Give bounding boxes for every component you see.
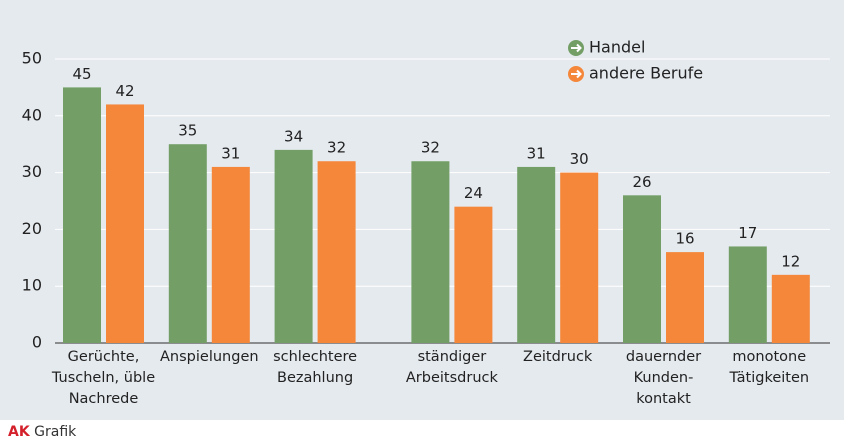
bar	[517, 166, 556, 343]
value-label: 32	[327, 139, 346, 157]
brand: AK	[8, 424, 30, 440]
y-tick-label: 20	[22, 219, 42, 238]
y-tick-label: 10	[22, 276, 42, 295]
bar	[63, 87, 101, 344]
legend-label: andere Berufe	[589, 64, 703, 83]
x-tick-label: Gerüchte, Tuscheln, üble Nachrede	[51, 349, 156, 407]
footer: AK Grafik	[8, 424, 76, 440]
footer-label: Grafik	[34, 424, 77, 440]
x-tick-label: Zeitdruck	[523, 349, 593, 365]
x-tick-label: Anspielungen	[160, 349, 259, 365]
bar	[168, 144, 207, 343]
bar	[454, 206, 493, 343]
value-label: 34	[284, 127, 303, 145]
value-label: 31	[527, 144, 546, 162]
value-label: 24	[464, 184, 483, 202]
value-label: 35	[178, 122, 197, 140]
bar	[728, 246, 767, 343]
legend-arrow	[571, 43, 582, 53]
y-tick-label: 50	[22, 49, 42, 68]
value-label: 17	[738, 224, 757, 242]
legend-arrow	[571, 69, 582, 79]
bar	[771, 274, 810, 343]
value-label: 16	[675, 230, 694, 248]
bar	[211, 166, 250, 343]
legend-label: Handel	[589, 38, 645, 57]
bar	[106, 104, 144, 343]
bar	[560, 172, 599, 343]
value-label: 31	[221, 144, 240, 162]
value-label: 42	[115, 82, 134, 100]
y-tick-label: 0	[32, 333, 42, 352]
bar	[317, 161, 356, 343]
legend: Handel andere Berufe	[568, 38, 703, 83]
x-tick-label: schlechtere Bezahlung	[273, 349, 358, 386]
x-tick-label: dauernder Kunden- kontakt	[625, 349, 702, 407]
x-tick-label: monotone Tätigkeiten	[729, 349, 810, 386]
bar	[411, 161, 450, 343]
value-label: 26	[632, 173, 651, 191]
bar	[666, 252, 704, 343]
y-tick-label: 30	[22, 162, 42, 181]
value-label: 32	[421, 139, 440, 157]
value-label: 30	[570, 150, 589, 168]
x-tick-label: ständiger Arbeitsdruck	[405, 349, 498, 386]
value-label: 45	[72, 65, 91, 83]
y-tick-label: 40	[22, 105, 42, 124]
value-label: 12	[781, 252, 800, 270]
bar	[623, 195, 661, 343]
bar	[274, 149, 313, 343]
